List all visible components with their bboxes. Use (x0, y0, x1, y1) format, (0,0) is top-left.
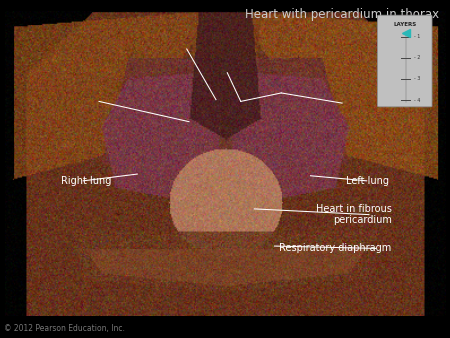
FancyBboxPatch shape (378, 15, 432, 107)
Text: Right lung: Right lung (61, 176, 111, 186)
Text: - 2: - 2 (414, 55, 420, 60)
Text: LAYERS: LAYERS (393, 22, 416, 27)
Text: Respiratory diaphragm: Respiratory diaphragm (279, 243, 392, 254)
Text: - 1: - 1 (414, 34, 420, 39)
Text: - 4: - 4 (414, 98, 420, 102)
Text: Left lung: Left lung (346, 176, 389, 186)
Text: Heart in fibrous
pericardium: Heart in fibrous pericardium (315, 204, 392, 225)
Text: Heart with pericardium in thorax: Heart with pericardium in thorax (245, 8, 439, 21)
Text: - 3: - 3 (414, 76, 420, 81)
Text: © 2012 Pearson Education, Inc.: © 2012 Pearson Education, Inc. (4, 324, 126, 333)
